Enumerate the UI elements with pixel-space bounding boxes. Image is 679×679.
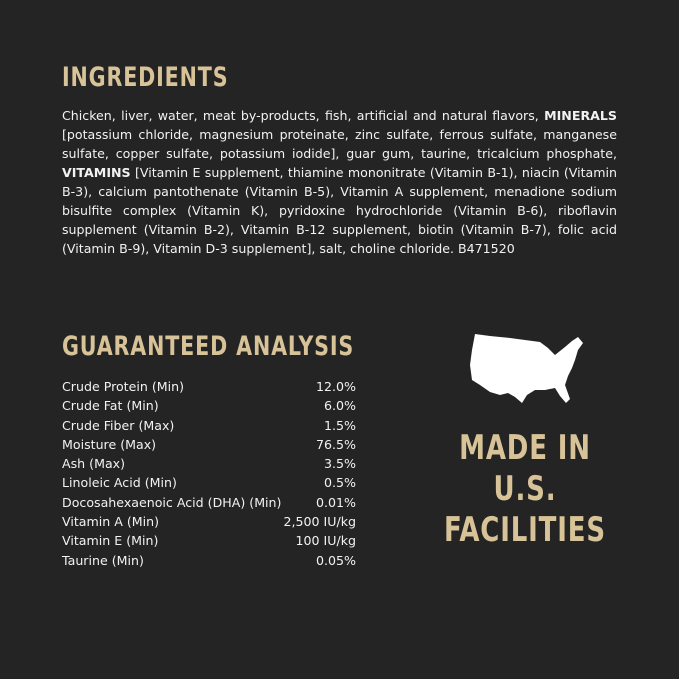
analysis-row: Docosahexaenoic Acid (DHA) (Min) 0.01% (62, 493, 356, 512)
analysis-value: 1.5% (324, 417, 356, 433)
analysis-row: Crude Fat (Min) 6.0% (62, 396, 356, 415)
made-in-line: U.S. (493, 469, 557, 509)
analysis-row: Crude Protein (Min) 12.0% (62, 377, 356, 396)
analysis-value: 0.5% (324, 475, 356, 491)
vitamins-label: VITAMINS (62, 165, 131, 180)
analysis-row: Moisture (Max) 76.5% (62, 435, 356, 454)
analysis-label: Docosahexaenoic Acid (DHA) (Min) (62, 494, 282, 510)
analysis-value: 6.0% (324, 398, 356, 414)
made-in-us-label: MADE IN U.S. FACILITIES (420, 428, 630, 551)
ingredients-part: [potassium chloride, magnesium proteinat… (62, 127, 617, 161)
analysis-value: 76.5% (315, 436, 356, 452)
analysis-value: 0.01% (315, 494, 356, 510)
made-in-line: MADE IN (459, 428, 591, 468)
analysis-label: Taurine (Min) (62, 552, 144, 568)
analysis-label: Moisture (Max) (62, 436, 157, 452)
analysis-label: Vitamin A (Min) (62, 514, 160, 530)
analysis-row: Vitamin A (Min) 2,500 IU/kg (62, 512, 356, 531)
analysis-label: Linoleic Acid (Min) (62, 475, 177, 491)
analysis-row: Linoleic Acid (Min) 0.5% (62, 473, 356, 492)
analysis-label: Ash (Max) (62, 456, 126, 472)
analysis-label: Crude Fat (Min) (62, 398, 159, 414)
analysis-value: 3.5% (324, 456, 356, 472)
ingredients-part: Chicken, liver, water, meat by-products,… (62, 108, 545, 123)
guaranteed-analysis-title: GUARANTEED ANALYSIS (62, 331, 355, 362)
ingredients-text: Chicken, liver, water, meat by-products,… (62, 106, 617, 258)
analysis-value: 12.0% (315, 379, 356, 394)
analysis-value: 2,500 IU/kg (283, 514, 356, 530)
ingredients-part: [Vitamin E supplement, thiamine mononitr… (62, 165, 617, 256)
made-in-line: FACILITIES (444, 510, 606, 550)
analysis-value: 0.05% (315, 552, 356, 568)
minerals-label: MINERALS (544, 108, 617, 123)
analysis-row: Vitamin E (Min) 100 IU/kg (62, 531, 356, 550)
analysis-row: Crude Fiber (Max) 1.5% (62, 416, 356, 435)
analysis-label: Crude Protein (Min) (62, 379, 185, 394)
analysis-label: Crude Fiber (Max) (62, 417, 175, 433)
analysis-row: Taurine (Min) 0.05% (62, 551, 356, 570)
analysis-row: Ash (Max) 3.5% (62, 454, 356, 473)
usa-map-icon (470, 334, 583, 403)
analysis-label: Vitamin E (Min) (62, 533, 159, 549)
ingredients-title: INGREDIENTS (62, 62, 229, 93)
analysis-value: 100 IU/kg (295, 533, 356, 549)
analysis-table: Crude Protein (Min) 12.0% Crude Fat (Min) 6… (62, 377, 356, 570)
